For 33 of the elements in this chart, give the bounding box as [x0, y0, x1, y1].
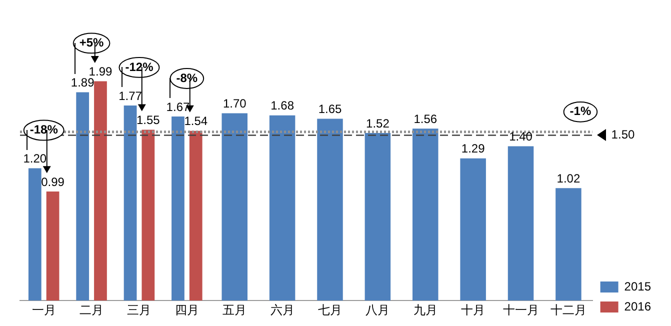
data-label: 0.99	[41, 174, 65, 189]
x-tick-label: 十二月	[550, 303, 586, 318]
x-tick-label: 五月	[222, 303, 247, 318]
ref-line-label: 1.50	[611, 128, 635, 142]
data-label: 1.02	[556, 171, 580, 186]
annotation: -8%	[176, 70, 198, 85]
annotation: -18%	[30, 122, 58, 137]
legend-label: 2015	[624, 279, 652, 294]
data-label: 1.55	[136, 113, 160, 128]
x-tick-label: 一月	[32, 303, 56, 318]
x-tick-label: 八月	[366, 303, 390, 318]
data-label: 1.67	[166, 100, 190, 114]
data-label: 1.68	[270, 98, 294, 113]
x-tick-label: 二月	[80, 303, 104, 318]
data-label: 1.52	[366, 116, 390, 130]
data-label: 1.29	[461, 142, 486, 156]
text: -12%	[125, 60, 154, 74]
legend-label: 2016	[624, 299, 652, 314]
data-label: 1.70	[222, 96, 247, 111]
data-label: 1.20	[23, 152, 47, 166]
data-label: 1.54	[184, 114, 208, 128]
text: +5%	[79, 36, 104, 50]
x-tick-label: 三月	[127, 303, 152, 318]
x-tick-label: 十月	[461, 303, 486, 318]
x-tick-label: 十一月	[502, 303, 539, 318]
x-tick-label: 六月	[270, 303, 294, 318]
data-label: 1.56	[414, 112, 438, 126]
x-tick-label: 九月	[413, 303, 438, 318]
annotation: -1%	[570, 104, 592, 118]
data-label: 1.77	[118, 88, 142, 103]
data-label: 1.65	[318, 102, 342, 116]
x-tick-label: 四月	[174, 303, 199, 318]
x-tick-label: 七月	[318, 303, 342, 318]
